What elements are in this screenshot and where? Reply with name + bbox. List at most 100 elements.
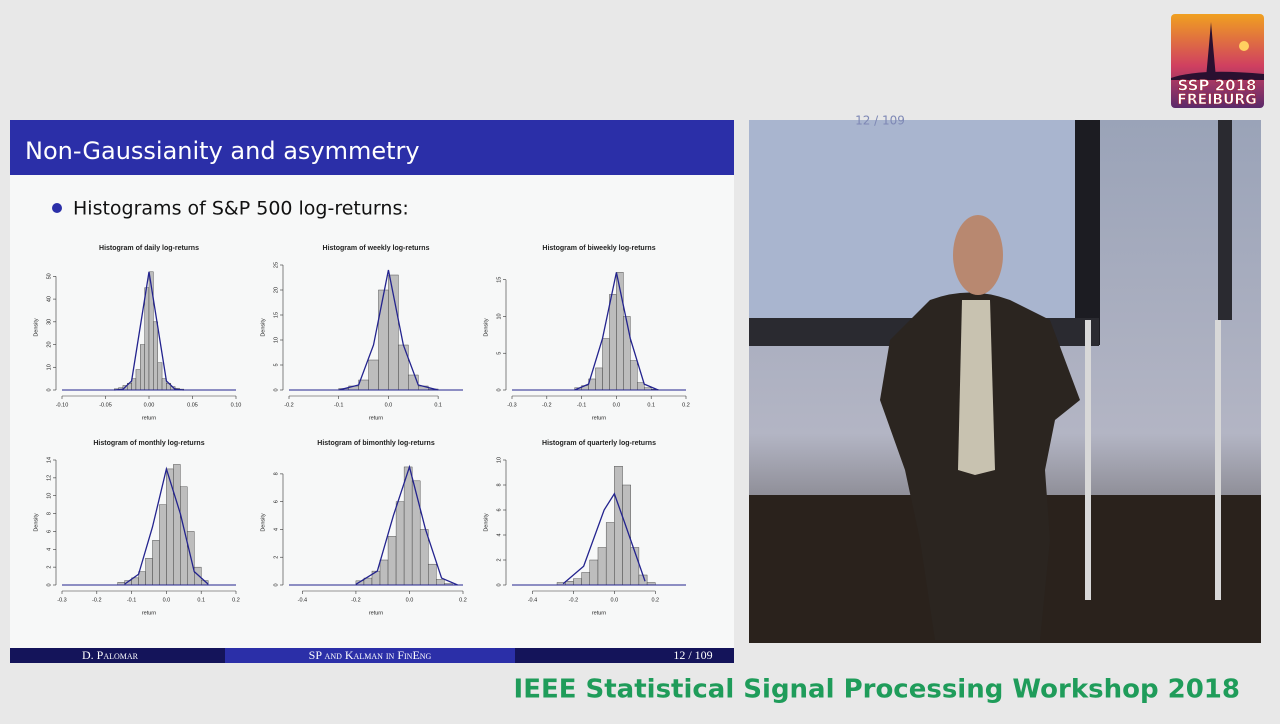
x-tick-label: -0.2 [284, 402, 293, 408]
y-tick-label: 5 [273, 363, 279, 366]
bar [605, 522, 615, 586]
density-curve [114, 271, 184, 391]
footer-talk: SP and Kalman in FinEng [309, 648, 432, 662]
y-tick-label: 10 [496, 313, 502, 319]
x-tick-label: -0.4 [298, 597, 307, 603]
bar [378, 289, 389, 391]
y-tick-label: 2 [46, 566, 52, 569]
x-tick-label: 0.10 [231, 402, 242, 408]
stand [1215, 320, 1221, 600]
bar [602, 338, 610, 391]
y-tick-label: 40 [46, 296, 52, 302]
density-curve [574, 272, 659, 391]
y-tick-label: 25 [273, 262, 279, 268]
bar [145, 558, 153, 586]
bar [138, 571, 146, 586]
x-tick-label: -0.3 [507, 402, 516, 408]
x-axis-label: return [142, 415, 156, 421]
bar [589, 559, 599, 586]
y-tick-label: 2 [273, 556, 279, 559]
x-tick-label: 0.0 [613, 402, 621, 408]
bar [573, 578, 582, 586]
y-tick-label: 15 [273, 312, 279, 318]
x-tick-label: 0.2 [459, 597, 467, 603]
bullet-text: Histograms of S&P 500 log-returns: [73, 198, 409, 220]
density-curve [338, 269, 439, 391]
logo-sun [1239, 41, 1249, 51]
chart-title: Histogram of monthly log-returns [93, 440, 204, 447]
bar [623, 316, 631, 391]
x-axis-label: return [369, 610, 383, 616]
bar [419, 529, 429, 586]
y-tick-label: 10 [46, 364, 52, 370]
y-tick-label: 0 [496, 388, 502, 391]
bar [428, 563, 437, 586]
x-tick-label: 0.0 [163, 597, 171, 603]
x-tick-label: -0.4 [528, 597, 537, 603]
bar [637, 382, 645, 391]
logo: SSP 2018 FREIBURG [1171, 14, 1264, 108]
y-tick-label: 0 [273, 388, 279, 391]
y-tick-label: 8 [273, 472, 279, 475]
bar [411, 480, 421, 586]
bar [152, 540, 160, 586]
bar [565, 581, 574, 586]
bar [614, 466, 623, 586]
projection-screen [749, 120, 1075, 320]
x-axis-label: return [592, 415, 606, 421]
bullet-dot [52, 203, 62, 213]
y-tick-label: 14 [46, 457, 52, 463]
x-tick-label: 0.0 [406, 597, 414, 603]
chart-title: Histogram of biweekly log-returns [542, 245, 655, 252]
y-tick-label: 8 [46, 512, 52, 515]
logo-hill [1171, 71, 1264, 80]
x-tick-label: -0.2 [92, 597, 101, 603]
y-tick-label: 4 [496, 533, 502, 536]
bar [135, 369, 141, 391]
x-tick-label: -0.3 [57, 597, 66, 603]
y-tick-label: 2 [496, 558, 502, 561]
bar [609, 294, 617, 391]
x-tick-label: -0.1 [334, 402, 343, 408]
bar [630, 360, 638, 391]
x-tick-label: -0.05 [99, 402, 112, 408]
bar [379, 559, 389, 586]
stand [1085, 320, 1091, 600]
footer-author: D. Palomar [82, 648, 139, 662]
bar [403, 466, 413, 586]
y-axis-label: Density [483, 513, 489, 532]
slide-header [10, 120, 734, 175]
bar [387, 536, 397, 586]
y-axis-label: Density [33, 318, 39, 337]
y-tick-label: 6 [273, 500, 279, 503]
logo-tower [1206, 22, 1216, 78]
bar [595, 367, 603, 391]
y-tick-label: 6 [496, 508, 502, 511]
y-tick-label: 0 [46, 388, 52, 391]
chart-title: Histogram of weekly log-returns [323, 245, 430, 252]
x-axis-label: return [369, 415, 383, 421]
y-tick-label: 15 [496, 277, 502, 283]
bar [597, 547, 607, 586]
y-tick-label: 4 [273, 528, 279, 531]
x-tick-label: 0.2 [232, 597, 240, 603]
logo-text: FREIBURG [1177, 92, 1256, 108]
bar [159, 504, 167, 586]
y-axis-label: Density [260, 318, 266, 337]
bar [395, 501, 405, 586]
logo-bg [1171, 14, 1264, 108]
video-overlay: 12 / 109 [855, 114, 905, 128]
video: 12 / 109 [749, 114, 1261, 643]
density-curve [124, 466, 209, 585]
bar [157, 362, 163, 391]
bar [436, 579, 445, 586]
bar [398, 344, 409, 391]
x-tick-label: -0.2 [569, 597, 578, 603]
y-tick-label: 12 [46, 475, 52, 481]
y-tick-label: 4 [46, 548, 52, 551]
x-tick-label: 0.2 [682, 402, 690, 408]
y-tick-label: 0 [496, 583, 502, 586]
logo-text: SSP 2018 [1178, 77, 1257, 95]
x-tick-label: 0.2 [651, 597, 659, 603]
